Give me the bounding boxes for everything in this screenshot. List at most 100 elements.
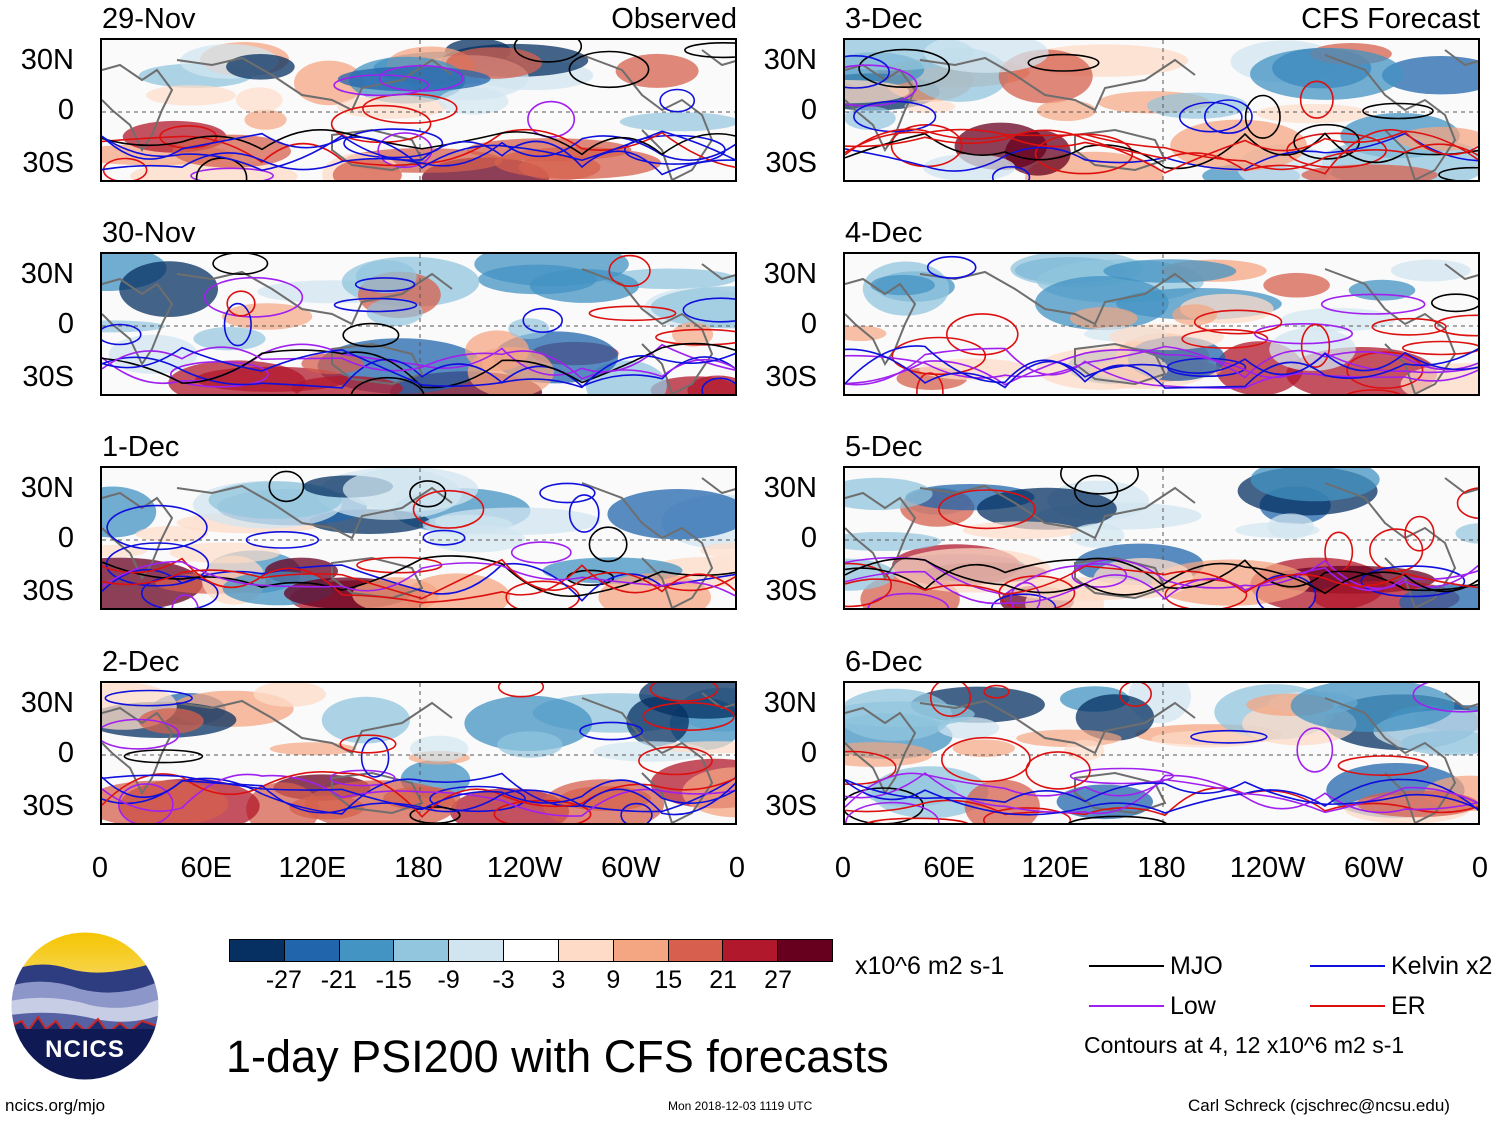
contour-line bbox=[104, 689, 193, 707]
shading-blob bbox=[952, 739, 1015, 758]
contour-line bbox=[568, 494, 600, 533]
contour-line bbox=[845, 128, 1478, 175]
shading-blob bbox=[102, 780, 229, 823]
contour-line bbox=[102, 774, 735, 811]
contour-line bbox=[845, 565, 1478, 596]
x-tick-label: 60W bbox=[601, 852, 661, 884]
contour-line bbox=[1337, 755, 1429, 777]
contour-line bbox=[867, 592, 950, 608]
contour-line bbox=[245, 531, 320, 549]
contour-line bbox=[527, 100, 576, 138]
contour-line bbox=[845, 132, 1478, 172]
y-tick-label: 0 bbox=[57, 737, 74, 769]
shading-blob bbox=[138, 708, 204, 734]
map-panel bbox=[843, 681, 1480, 825]
shading-blob bbox=[1263, 272, 1330, 298]
panel-date: 29-Nov bbox=[102, 3, 196, 35]
shading-blob bbox=[870, 274, 935, 296]
contour-line bbox=[588, 305, 677, 322]
legend-label-er: ER bbox=[1391, 992, 1426, 1020]
contour-line bbox=[655, 328, 735, 346]
y-tick-label: 30N bbox=[20, 44, 74, 76]
shading-blob bbox=[1036, 347, 1168, 390]
colorbar-tick-label: -15 bbox=[375, 966, 412, 994]
panel-tag: Observed bbox=[611, 3, 737, 35]
legend-line-low bbox=[1089, 1005, 1164, 1007]
contour-line bbox=[845, 787, 1478, 817]
shading-blob bbox=[438, 87, 509, 115]
logo-text: NCICS bbox=[45, 1036, 125, 1063]
contour-line bbox=[1203, 99, 1253, 135]
contour-line bbox=[102, 555, 735, 597]
x-tick-label: 0 bbox=[1471, 852, 1489, 884]
contour-line bbox=[354, 277, 416, 292]
contour-line bbox=[1402, 340, 1478, 356]
contour-line bbox=[195, 157, 248, 180]
panel-date: 3-Dec bbox=[845, 3, 923, 35]
y-tick-label: 30N bbox=[763, 472, 817, 504]
coastline bbox=[331, 771, 424, 815]
shading-blob bbox=[615, 53, 699, 88]
contour-line bbox=[1346, 351, 1424, 389]
contour-line bbox=[1456, 487, 1478, 520]
y-tick-label: 0 bbox=[800, 308, 817, 340]
footer-url[interactable]: ncics.org/mjo bbox=[5, 1096, 106, 1115]
contour-line bbox=[845, 567, 1478, 605]
shading-blob bbox=[294, 60, 364, 106]
contour-line bbox=[938, 489, 1036, 530]
x-tick-label: 120W bbox=[1229, 852, 1306, 884]
y-tick-label: 30S bbox=[22, 147, 74, 179]
contour-line bbox=[102, 346, 735, 380]
shading-blob bbox=[650, 286, 735, 329]
contour-line bbox=[102, 342, 735, 389]
contour-line bbox=[1025, 751, 1091, 790]
map-panel bbox=[100, 681, 737, 825]
shading-blob bbox=[467, 346, 554, 394]
coastline bbox=[701, 477, 735, 495]
map-panel bbox=[100, 252, 737, 396]
contour-line bbox=[845, 348, 1478, 389]
contour-line bbox=[1412, 683, 1478, 713]
shading-blob bbox=[497, 731, 563, 758]
contour-line bbox=[845, 347, 1478, 389]
contour-line bbox=[638, 746, 713, 776]
panel-date: 1-Dec bbox=[102, 431, 180, 463]
shading-blob bbox=[845, 106, 896, 130]
colorbar-tick-label: 21 bbox=[709, 966, 738, 994]
contour-line bbox=[102, 776, 735, 816]
coastline bbox=[581, 54, 714, 180]
shading-blob bbox=[1250, 47, 1404, 100]
shading-blob bbox=[700, 542, 735, 559]
y-tick-label: 0 bbox=[800, 737, 817, 769]
contour-line bbox=[845, 562, 892, 608]
colorbar-swatch bbox=[558, 940, 614, 961]
shading-blob bbox=[193, 327, 266, 351]
contour-line bbox=[845, 132, 1478, 170]
contour-line bbox=[190, 167, 274, 180]
coastline bbox=[1444, 263, 1478, 281]
contour-line bbox=[223, 302, 252, 347]
shading-blob bbox=[923, 154, 1016, 180]
shading-blob bbox=[1390, 259, 1471, 282]
shading-blob bbox=[269, 742, 357, 756]
contour-line bbox=[377, 132, 433, 169]
colorbar-tick-label: 27 bbox=[764, 966, 792, 994]
panel-date: 6-Dec bbox=[845, 646, 923, 678]
contour-line bbox=[513, 40, 583, 63]
shading-blob bbox=[108, 334, 198, 374]
shading-blob bbox=[226, 54, 295, 80]
panel-tag: CFS Forecast bbox=[1301, 3, 1480, 35]
shading-blob bbox=[619, 112, 735, 132]
contour-line bbox=[946, 313, 1019, 356]
colorbar-tick-label: -21 bbox=[320, 966, 357, 994]
shading-blob bbox=[337, 66, 491, 92]
contour-line bbox=[983, 684, 1010, 699]
contour-line bbox=[929, 683, 972, 717]
shading-blob bbox=[244, 109, 287, 130]
contour-line bbox=[684, 42, 735, 59]
coastline bbox=[102, 277, 174, 367]
contour-line bbox=[102, 772, 735, 815]
legend-line-kelvin bbox=[1310, 965, 1385, 967]
contour-line bbox=[510, 541, 572, 564]
x-tick-label: 0 bbox=[834, 852, 852, 884]
